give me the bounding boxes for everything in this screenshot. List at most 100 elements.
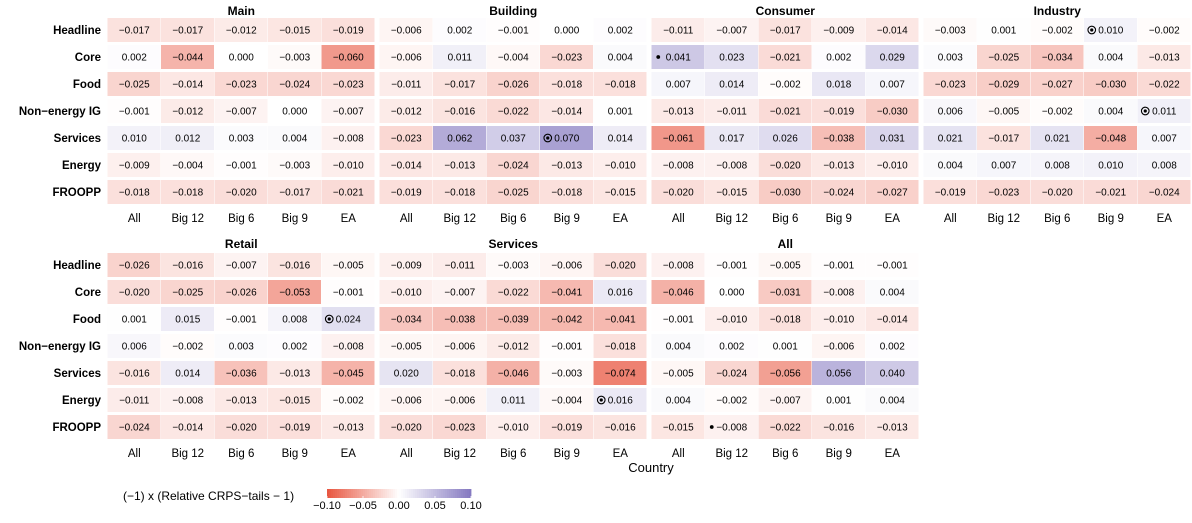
heatmap-cell [107,280,161,304]
cell-value: 0.000 [719,288,744,299]
column-label: Big 6 [500,448,526,460]
heatmap-cell [1030,72,1084,96]
legend-gradient-segment [361,489,364,498]
heatmap-cell [540,415,593,439]
cell-value: −0.036 [226,369,257,380]
heatmap-cell [977,180,1030,204]
cell-value: −0.024 [498,161,529,172]
cell-value: −0.021 [770,53,801,64]
heatmap-cell [379,72,433,96]
cell-value: 0.002 [447,26,472,37]
cell-value: −0.021 [333,188,364,199]
heatmap-cell [214,388,268,412]
cell-value: 0.016 [608,288,633,299]
cell-value: −0.007 [333,107,364,118]
legend-gradient-segment [383,489,386,498]
heatmap-cell [321,153,375,177]
cell-value: −0.023 [444,423,475,434]
heatmap-cell [161,180,214,204]
heatmap-cell [321,180,375,204]
heatmap-cell [486,99,540,123]
heatmap-cell [651,72,705,96]
heatmap-cell [214,153,268,177]
cell-value: −0.017 [988,134,1019,145]
heatmap-cell [758,153,812,177]
cell-value: −0.007 [226,107,257,118]
cell-value: 0.010 [1098,26,1123,37]
cell-value: −0.014 [877,315,908,326]
cell-value: 0.041 [666,53,691,64]
heatmap-cell [1030,180,1084,204]
column-label: EA [885,448,901,460]
heatmap-cell [486,415,540,439]
cell-value: −0.007 [444,288,475,299]
heatmap-cell [161,307,214,331]
cell-value: 0.007 [666,80,691,91]
cell-value: −0.003 [279,161,310,172]
cell-value: −0.023 [391,134,422,145]
cell-value: −0.020 [663,188,694,199]
heatmap-cell [593,72,647,96]
panel-title: Retail [225,237,258,251]
cell-value: −0.023 [935,80,966,91]
cell-value: 0.062 [447,134,472,145]
cell-value: −0.026 [498,80,529,91]
cell-value: −0.031 [770,288,801,299]
legend-gradient-segment [369,489,372,498]
cell-value: 0.004 [938,161,963,172]
column-label: EA [613,213,629,225]
heatmap-cell [161,334,214,358]
cell-value: −0.008 [716,161,747,172]
heatmap-cell [977,18,1030,42]
heatmap-cell [923,99,977,123]
heatmap-cell [758,280,812,304]
column-label: Big 9 [1098,213,1124,225]
heatmap-cell [161,18,214,42]
heatmap-cell [214,253,268,277]
column-label: All [944,213,957,225]
heatmap-cell [107,307,161,331]
cell-value: −0.020 [391,423,422,434]
legend-gradient-segment [461,489,464,498]
heatmap-cell [433,72,486,96]
cell-value: −0.023 [333,80,364,91]
legend-title: (−1) x (Relative CRPS−tails − 1) [123,489,294,503]
heatmap-cell [486,361,540,385]
cell-value: 0.004 [880,288,905,299]
heatmap-cell [758,126,812,150]
cell-value: 0.007 [1152,134,1177,145]
cell-value: 0.000 [229,53,254,64]
heatmap-cell [107,72,161,96]
cell-value: −0.030 [877,107,908,118]
cell-value: −0.015 [279,26,310,37]
cell-value: −0.012 [498,342,529,353]
heatmap-cell [865,126,919,150]
heatmap-cell [433,307,486,331]
cell-value: 0.006 [938,107,963,118]
column-label: Big 6 [772,213,798,225]
heatmap-cell [705,253,758,277]
cell-value: −0.007 [770,396,801,407]
heatmap-cell [705,18,758,42]
cell-value: −0.014 [172,80,203,91]
heatmap-cell [758,99,812,123]
legend-gradient-segment [423,489,426,498]
heatmap-cell [705,361,758,385]
heatmap-cell [379,388,433,412]
cell-value: −0.019 [551,423,582,434]
heatmap-cell [1030,45,1084,69]
cell-value: −0.005 [663,369,694,380]
cell-value: −0.015 [279,396,310,407]
cell-value: −0.038 [823,134,854,145]
cell-value: 0.004 [666,342,691,353]
cell-value: 0.011 [501,396,526,407]
row-label: Core [75,52,101,64]
heatmap-cell [651,361,705,385]
heatmap-cell [107,153,161,177]
legend-gradient-segment [357,489,360,498]
cell-value: −0.046 [663,288,694,299]
heatmap-cell [540,180,593,204]
heatmap-cell [540,334,593,358]
heatmap-cell [433,361,486,385]
heatmap-cell [865,153,919,177]
